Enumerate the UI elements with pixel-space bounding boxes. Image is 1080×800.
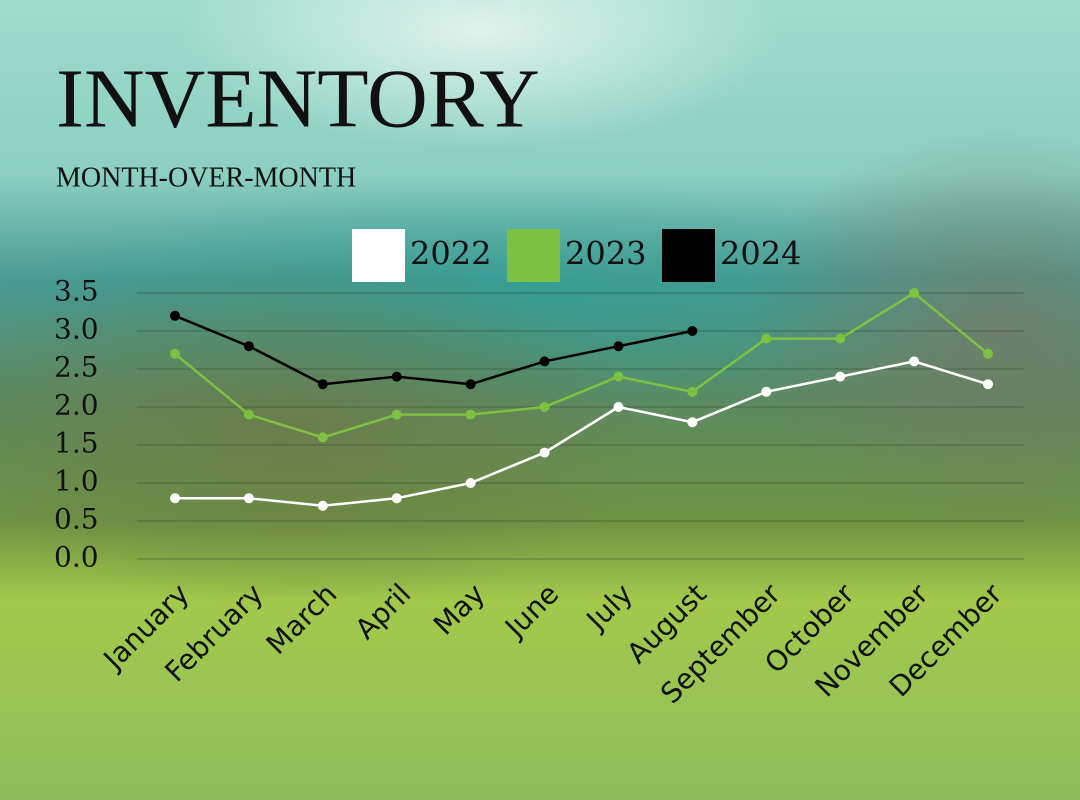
data-point: [539, 356, 550, 367]
data-point: [170, 310, 180, 321]
data-point: [317, 500, 328, 511]
data-point: [909, 288, 920, 298]
data-point: [761, 386, 772, 397]
legend-swatch: [662, 229, 715, 282]
data-point: [243, 409, 254, 420]
data-point: [983, 379, 993, 390]
y-tick-label: 0.0: [54, 541, 99, 574]
data-point: [243, 341, 254, 352]
data-point: [317, 379, 328, 390]
y-tick-label: 0.5: [54, 503, 99, 536]
data-point: [613, 341, 624, 352]
y-tick-label: 2.0: [54, 389, 99, 422]
chart-subtitle: MONTH-OVER-MONTH: [56, 162, 356, 193]
x-tick-label: June: [497, 577, 565, 645]
legend-label: 2023: [565, 235, 646, 273]
data-point: [391, 371, 402, 382]
data-point: [983, 348, 993, 359]
data-point: [909, 356, 920, 367]
x-tick-label: April: [349, 577, 418, 646]
legend-swatch: [352, 229, 405, 282]
series-line: [174, 314, 693, 386]
legend-label: 2024: [720, 235, 801, 273]
data-point: [539, 447, 550, 458]
data-point: [761, 333, 772, 344]
data-point: [835, 333, 846, 344]
data-point: [687, 417, 698, 428]
series-line: [175, 360, 989, 508]
data-point: [835, 371, 846, 382]
x-tick-label: May: [427, 577, 491, 641]
series-line: [174, 291, 989, 439]
data-point: [317, 432, 328, 443]
x-tick-label: July: [579, 577, 639, 637]
data-point: [170, 348, 180, 359]
data-point: [170, 493, 180, 504]
y-tick-label: 3.0: [54, 313, 99, 346]
chart-title: INVENTORY: [56, 52, 540, 145]
data-point: [613, 402, 624, 412]
y-tick-label: 1.5: [54, 427, 99, 460]
data-point: [391, 493, 402, 504]
data-point: [243, 493, 254, 504]
y-tick-label: 3.5: [54, 275, 99, 308]
data-point: [465, 478, 476, 488]
data-point: [687, 386, 698, 397]
y-tick-label: 2.5: [54, 351, 99, 384]
data-point: [465, 379, 476, 390]
legend-label: 2022: [410, 235, 491, 273]
data-point: [539, 402, 550, 412]
y-tick-label: 1.0: [54, 465, 99, 498]
data-point: [465, 409, 476, 420]
data-point: [687, 326, 698, 336]
x-tick-label: March: [260, 577, 344, 661]
legend-swatch: [507, 229, 560, 282]
data-point: [613, 371, 624, 382]
data-point: [391, 409, 402, 420]
